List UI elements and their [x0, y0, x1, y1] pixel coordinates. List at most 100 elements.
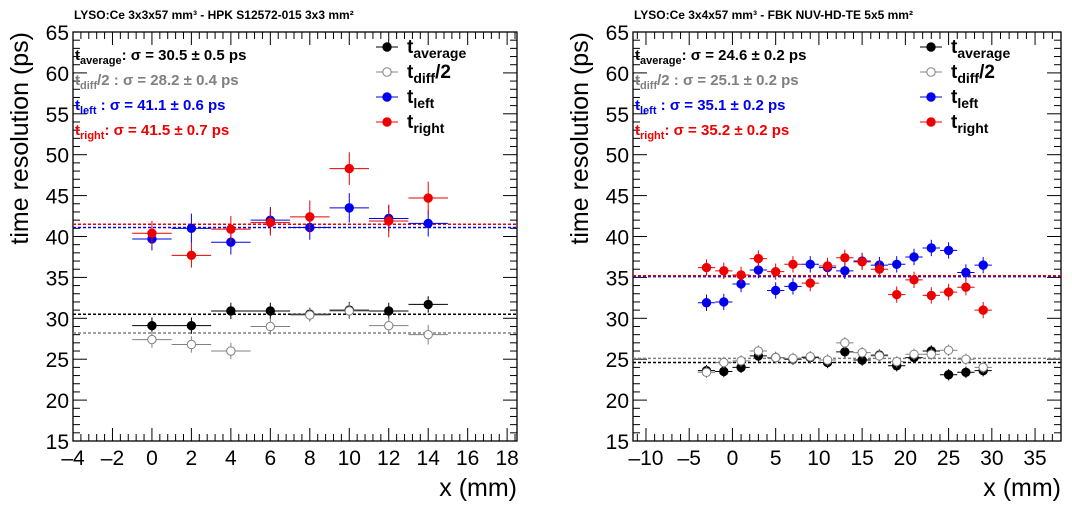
x-tick-label: 30: [980, 447, 1003, 470]
legend-label-suffix: /2: [435, 62, 451, 83]
data-point: [822, 355, 833, 365]
x-tick-label: 12: [377, 447, 400, 470]
data-point: [909, 349, 919, 359]
x-tick-label: 14: [417, 447, 441, 470]
legend-label-main: t: [407, 62, 414, 83]
fit-label-main: t: [75, 97, 80, 114]
y-tick-label: 30: [606, 308, 629, 331]
y-tick-label: 15: [46, 431, 69, 454]
legend-entry-diff: tdiff/2: [920, 62, 995, 86]
legend-label-sub: right: [413, 120, 444, 136]
data-point: [961, 367, 971, 377]
plot-frame: [72, 31, 518, 442]
legend-marker: [926, 92, 936, 102]
fit-result-diff: tdiff/2 : σ = 28.2 ± 0.4 ps: [75, 72, 239, 92]
fit-label-sub: average: [80, 55, 122, 67]
legend-label-main: t: [951, 112, 958, 133]
fit-label-suffix: :: [122, 47, 131, 64]
data-point: [384, 306, 394, 316]
legend-label-main: t: [407, 112, 414, 133]
fit-result-left: tleft : σ = 35.1 ± 0.2 ps: [635, 97, 786, 117]
data-point: [978, 260, 988, 270]
legend-marker: [382, 92, 392, 102]
legend-label: tleft: [407, 87, 435, 111]
data-point: [719, 297, 729, 307]
fit-result-average: taverage: σ = 30.5 ± 0.5 ps: [75, 47, 246, 67]
data-point: [701, 367, 712, 377]
y-tick-label: 45: [46, 186, 69, 209]
y-axis-label: time resolution (ps): [6, 32, 34, 245]
y-tick-label: 65: [46, 22, 69, 45]
fit-label-value: σ = 41.1 ± 0.6 ps: [110, 97, 226, 114]
fit-label-sub: diff: [640, 80, 657, 92]
data-point: [226, 346, 236, 356]
y-tick-label: 50: [606, 145, 629, 168]
legend-marker: [926, 117, 936, 127]
fit-label-suffix: /2 :: [97, 72, 123, 89]
legend-label: tleft: [951, 87, 979, 111]
legend-label-main: t: [951, 87, 958, 108]
data-point: [770, 285, 781, 296]
legend-entry-left: tleft: [376, 87, 435, 111]
legend-label: tright: [407, 112, 445, 136]
fit-result-right: tright: σ = 35.2 ± 0.2 ps: [635, 122, 789, 142]
fit-label-value: σ = 35.1 ± 0.2 ps: [670, 97, 786, 114]
y-tick-label: 25: [46, 349, 69, 372]
data-point: [423, 193, 433, 203]
legend-label-sub: right: [957, 120, 988, 136]
data-point: [753, 346, 764, 356]
data-point: [943, 287, 954, 297]
fit-label-suffix: :: [104, 122, 113, 139]
data-point: [961, 282, 971, 292]
x-tick-label: 18: [495, 447, 518, 470]
legend-label-sub: diff: [957, 70, 979, 86]
fit-label-value: σ = 41.5 ± 0.7 ps: [114, 122, 230, 139]
fit-label-main: t: [75, 72, 80, 89]
fit-result-right: tright: σ = 41.5 ± 0.7 ps: [75, 122, 229, 142]
data-point: [805, 259, 815, 270]
data-point: [788, 259, 798, 270]
data-point: [147, 228, 157, 238]
legend-marker: [382, 42, 392, 52]
y-tick-label: 50: [46, 145, 69, 168]
data-point: [147, 320, 157, 331]
x-tick-label: 25: [937, 447, 960, 470]
fit-label-sub: left: [80, 105, 97, 117]
data-point: [226, 306, 236, 316]
x-tick-label: 2: [186, 447, 198, 470]
data-point: [788, 353, 798, 364]
data-point: [265, 321, 276, 332]
fit-label-sub: right: [640, 130, 665, 142]
data-point: [186, 339, 197, 350]
data-point: [701, 298, 712, 308]
data-point: [305, 310, 315, 320]
data-point: [840, 253, 850, 263]
fit-label-sub: right: [80, 130, 105, 142]
data-point: [926, 243, 937, 253]
data-point: [943, 345, 954, 355]
legend-marker: [382, 117, 392, 127]
fit-label-main: t: [635, 97, 640, 114]
y-tick-label: 15: [606, 431, 629, 454]
x-axis-label: x (mm): [439, 474, 517, 502]
data-point: [265, 217, 276, 228]
x-axis-label: x (mm): [983, 474, 1061, 502]
chart-title: LYSO:Ce 3x4x57 mm³ - FBK NUV-HD-TE 5x5 m…: [634, 8, 913, 22]
series-right: [132, 152, 448, 268]
x-tick-label: –10: [628, 447, 663, 470]
data-point: [344, 203, 354, 213]
fit-label-main: t: [635, 122, 640, 139]
data-point: [305, 212, 315, 222]
legend-label-sub: left: [957, 95, 978, 111]
fit-label-suffix: :: [657, 97, 670, 114]
fit-label-main: t: [635, 47, 640, 64]
fit-label-value: σ = 24.6 ± 0.2 ps: [691, 47, 807, 64]
legend-label-sub: average: [413, 45, 466, 61]
chart-panel-2: LYSO:Ce 3x4x57 mm³ - FBK NUV-HD-TE 5x5 m…: [566, 8, 1062, 502]
plot-frame: [632, 31, 1062, 442]
legend-marker: [382, 67, 392, 77]
data-point: [943, 370, 954, 380]
y-tick-label: 55: [606, 104, 629, 127]
fit-result-average: taverage: σ = 24.6 ± 0.2 ps: [635, 47, 806, 67]
